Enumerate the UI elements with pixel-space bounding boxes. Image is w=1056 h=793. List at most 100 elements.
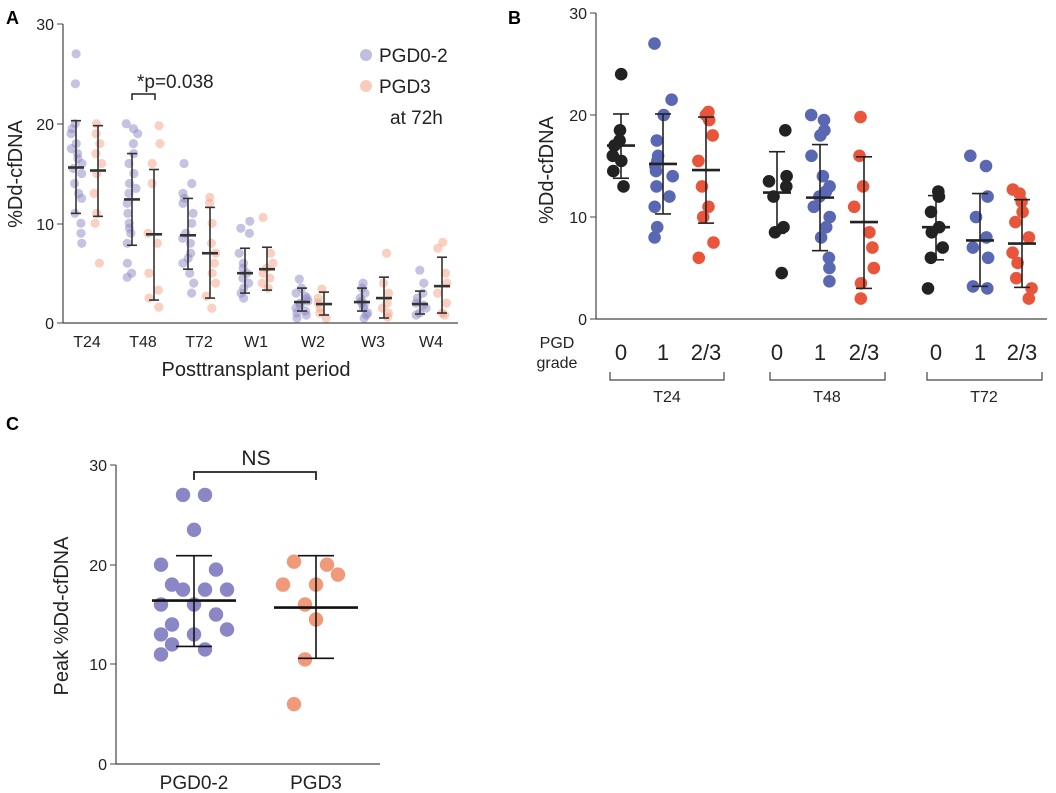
b-point-g1-t72: [969, 210, 983, 224]
b-point-g23-t72: [1022, 231, 1036, 244]
c-point-pgd3: [286, 554, 302, 569]
panel-label-a: A: [6, 8, 19, 28]
b-ytick-20: 20: [569, 108, 587, 125]
b-point-g23-t24: [692, 154, 705, 168]
b-ytick-0: 0: [578, 312, 587, 329]
a-point-pgd3-w4: [440, 268, 451, 278]
panel-b-chart: 30 20 10 0 %Dd-cfDNA PGD grade 0 1 2/3 0…: [536, 6, 1047, 406]
b-point-g0-t24: [607, 164, 620, 178]
a-point-pgd02-t72: [187, 288, 197, 298]
a-point-pgd3-t48: [152, 238, 162, 248]
a-point-pgd3-w1: [258, 212, 268, 222]
b-grade-t48-1: 1: [814, 340, 826, 365]
b-errorbar-g1-t48: [806, 143, 834, 252]
a-errorbar-pgd02-w1: [237, 247, 253, 294]
c-errorbar-pgd02: [152, 554, 236, 648]
a-point-pgd02-w4: [415, 265, 425, 275]
a-point-pgd3-t24: [94, 258, 104, 268]
a-point-pgd02-t48: [133, 129, 143, 139]
c-point-pgd3: [330, 567, 346, 582]
a-xtick-w1: W1: [244, 334, 268, 351]
a-legend-at72h: at 72h: [390, 108, 443, 129]
a-point-pgd02-w1: [234, 248, 244, 258]
a-point-pgd02-w4: [419, 278, 429, 288]
a-point-pgd02-t72: [178, 258, 188, 268]
a-errorbar-pgd02-t72: [180, 197, 196, 270]
a-point-pgd3-t72: [209, 258, 219, 268]
a-xtick-t48: T48: [129, 334, 157, 351]
c-point-pgd02: [219, 582, 235, 597]
panel-c-chart: 30 20 10 0 Peak %Dd-cfDNA PGD0-2 PGD3 NS: [51, 447, 380, 793]
c-point-pgd02: [164, 637, 180, 652]
a-legend: PGD0-2 PGD3 at 72h: [360, 46, 448, 129]
a-point-pgd3-w4: [433, 288, 443, 298]
b-row-label-grade: grade: [537, 355, 578, 372]
a-point-pgd02-t48: [122, 258, 132, 268]
a-point-pgd02-t24: [77, 158, 87, 169]
a-ytick-20: 20: [36, 117, 54, 134]
b-point-g1-t24: [663, 190, 676, 203]
b-point-g23-t48: [847, 200, 861, 214]
a-point-pgd02-t48: [122, 198, 132, 208]
a-xtick-w2: W2: [301, 334, 325, 351]
a-legend-marker-pgd3: [360, 80, 372, 92]
b-point-g1-t48: [804, 108, 818, 122]
b-point-g23-t72: [1010, 271, 1023, 285]
c-point-pgd02: [175, 582, 191, 597]
b-point-g1-t48: [814, 129, 827, 142]
b-point-g0-t72: [924, 251, 938, 265]
a-pvalue-annotation: *p=0.038: [137, 72, 214, 93]
panel-c-axes: 30 20 10 0 Peak %Dd-cfDNA PGD0-2 PGD3: [51, 458, 380, 793]
b-grade-labels: 0 1 2/3 0 1 2/3 0 1 2/3: [615, 340, 1037, 365]
panel-b-marks: [606, 37, 1038, 305]
a-point-pgd02-t24: [76, 228, 86, 238]
b-point-g1-t72: [981, 190, 994, 203]
b-point-g23-t24: [702, 113, 716, 127]
a-point-pgd3-t48: [144, 293, 154, 303]
b-grade-t72-23: 2/3: [1007, 340, 1038, 365]
panel-a-axes: 30 20 10 0 %Dd-cfDNA Posttransplant peri…: [5, 17, 458, 381]
a-point-pgd02-t48: [122, 272, 132, 282]
a-point-pgd02-t72: [189, 278, 199, 288]
b-errorbar-g0-t72: [922, 194, 950, 261]
a-point-pgd02-t48: [129, 168, 139, 179]
a-point-pgd3-t72: [207, 303, 217, 313]
b-point-g0-t72: [932, 190, 946, 203]
c-point-pgd02: [219, 622, 235, 637]
b-grade-t24-1: 1: [657, 340, 669, 365]
a-x-axis-title: Posttransplant period: [161, 359, 350, 381]
a-y-axis-title: %Dd-cfDNA: [5, 119, 27, 227]
b-point-g0-t24: [614, 67, 628, 81]
b-errorbar-g23-t72: [1008, 198, 1036, 289]
b-group-brackets: T24 T48 T72: [609, 372, 1043, 406]
a-point-pgd02-t72: [188, 208, 198, 218]
a-point-pgd02-t72: [179, 158, 189, 169]
a-point-pgd3-w4: [441, 298, 451, 308]
b-point-g0-t72: [936, 241, 949, 254]
a-point-pgd3-t48: [155, 139, 165, 149]
a-xtick-t72: T72: [185, 334, 213, 351]
a-point-pgd3-t48: [153, 285, 163, 295]
a-point-pgd3-t24: [91, 149, 101, 159]
a-point-pgd02-w2: [301, 310, 311, 320]
a-point-pgd02-t48: [122, 238, 132, 248]
a-point-pgd02-t24: [76, 218, 86, 228]
a-point-pgd02-t72: [187, 218, 197, 228]
a-significance-bracket: *p=0.038: [131, 72, 214, 100]
c-point-pgd02: [208, 607, 224, 622]
a-point-pgd02-t24: [66, 144, 76, 154]
a-point-pgd3-t24: [90, 218, 100, 228]
b-point-g23-t48: [863, 226, 876, 239]
a-point-pgd02-t72: [185, 238, 195, 248]
b-errorbar-g1-t72: [966, 192, 994, 288]
a-point-pgd02-w1: [236, 223, 246, 233]
b-grade-t24-0: 0: [615, 340, 627, 365]
a-errorbar-pgd3-w2: [316, 291, 332, 316]
c-xtick-pgd02: PGD0-2: [160, 773, 229, 793]
b-grade-t24-23: 2/3: [691, 340, 722, 365]
b-group-t24: T24: [653, 389, 681, 406]
b-point-g1-t24: [649, 164, 663, 178]
b-errorbar-g0-t48: [763, 150, 791, 235]
b-errorbar-g0-t24: [607, 113, 635, 180]
